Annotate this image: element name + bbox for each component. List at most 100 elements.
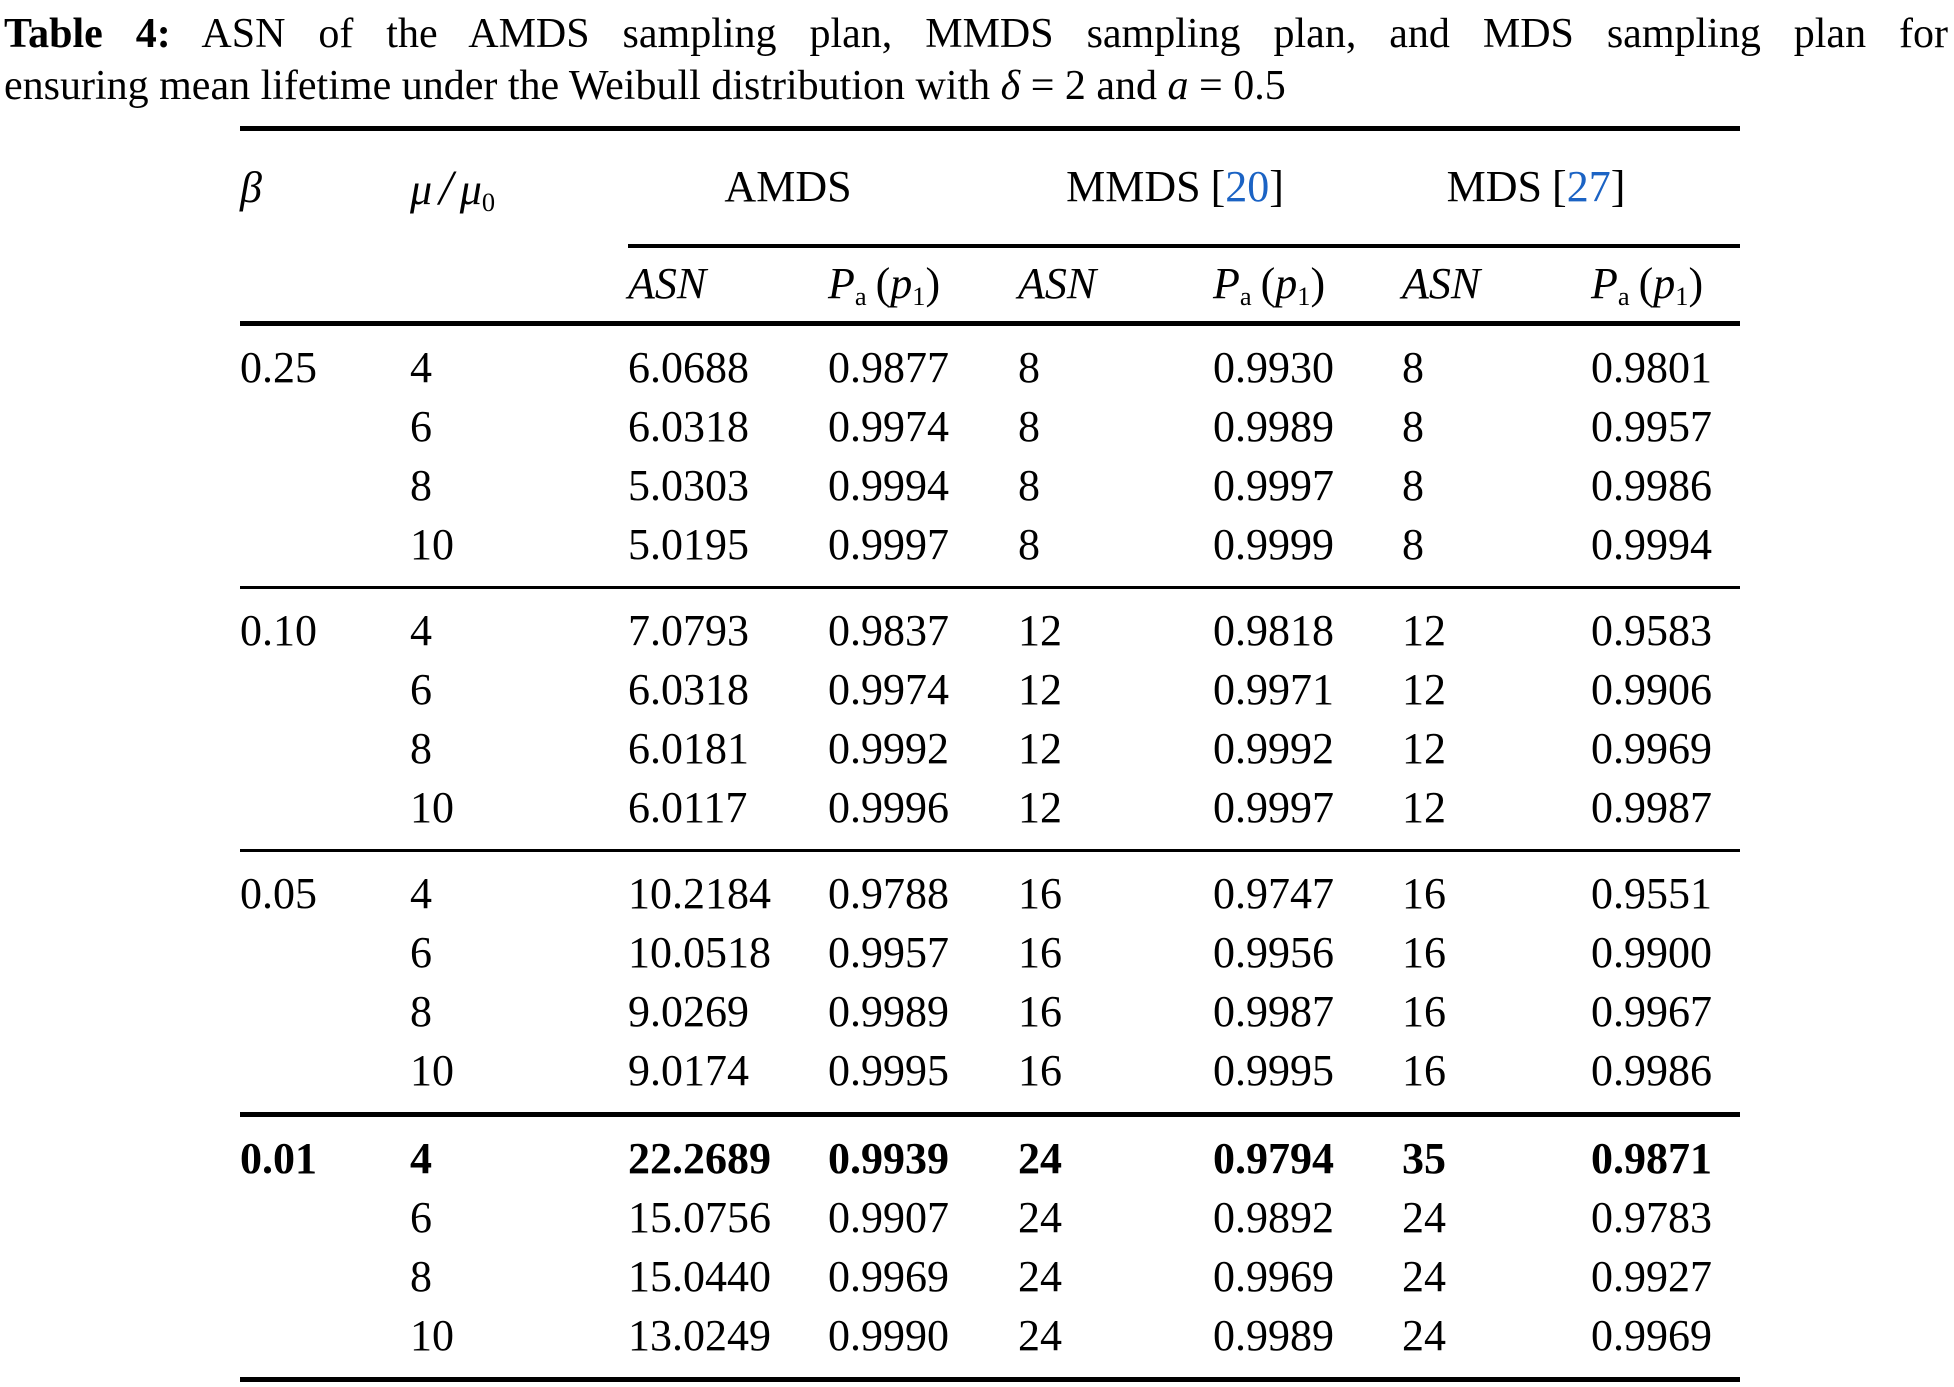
cell-amds-asn: 6.0688 [628, 343, 749, 392]
beta-symbol: β [240, 163, 262, 212]
table-row: 8 9.0269 0.9989 16 0.9987 16 0.9967 [240, 982, 1740, 1041]
caption-line-1: Table 4: ASN of the AMDS sampling plan, … [4, 8, 1948, 60]
cell-mmds-asn: 24 [1018, 1193, 1062, 1242]
cell-mmds-pa: 0.9969 [1213, 1252, 1334, 1301]
table-row: 0.05 4 10.2184 0.9788 16 0.9747 16 0.9551 [240, 849, 1740, 923]
cell-mmds-pa: 0.9747 [1213, 849, 1402, 923]
p1-subscript: 1 [1297, 281, 1311, 312]
cell-mmds-asn: 8 [1018, 343, 1040, 392]
cell-mds-asn: 24 [1402, 1306, 1591, 1382]
cell-mds-asn: 16 [1402, 928, 1446, 977]
cell-mds-asn: 8 [1402, 520, 1424, 569]
bracket-open: [ [1210, 162, 1226, 211]
citation-link-27[interactable]: 27 [1566, 162, 1611, 211]
cell-mu-ratio: 10 [410, 1046, 454, 1095]
cell-amds-asn: 6.0117 [628, 783, 748, 832]
cell-amds-pa: 0.9996 [828, 783, 949, 832]
group-header-mmds: MMDS [20] [1018, 128, 1402, 248]
subheader-pa-mmds: Pa (p1) [1213, 246, 1402, 326]
cell-amds-asn: 15.0756 [628, 1193, 771, 1242]
citation-link-20[interactable]: 20 [1225, 162, 1270, 211]
cell-mds-asn: 16 [1402, 849, 1591, 923]
cell-mmds-pa: 0.9956 [1213, 928, 1334, 977]
cell-mds-asn: 12 [1402, 783, 1446, 832]
cell-beta [240, 778, 410, 851]
cell-beta [240, 1041, 410, 1115]
pa-label: P [828, 259, 855, 308]
cell-beta [240, 515, 410, 588]
paren-open: ( [1638, 259, 1654, 308]
cell-mds-pa: 0.9986 [1591, 1046, 1712, 1095]
bracket-close: ] [1610, 162, 1626, 211]
cell-mmds-asn: 12 [1018, 665, 1062, 714]
cell-beta [240, 1247, 410, 1306]
group-header-mds: MDS [27] [1402, 128, 1740, 248]
table-row: 6 15.0756 0.9907 24 0.9892 24 0.9783 [240, 1188, 1740, 1247]
cell-mds-pa: 0.9969 [1591, 1306, 1740, 1382]
cell-amds-asn: 10.2184 [628, 849, 828, 923]
cell-mds-asn: 16 [1402, 987, 1446, 1036]
cell-mds-pa: 0.9871 [1591, 1112, 1740, 1188]
cell-mds-pa: 0.9957 [1591, 402, 1712, 451]
cell-mmds-pa: 0.9818 [1213, 586, 1402, 660]
cell-mds-pa: 0.9801 [1591, 343, 1712, 392]
table-row: 6 6.0318 0.9974 8 0.9989 8 0.9957 [240, 397, 1740, 456]
cell-amds-asn: 6.0318 [628, 402, 749, 451]
cell-amds-asn: 9.0174 [628, 1046, 749, 1095]
cell-mmds-asn: 8 [1018, 461, 1040, 510]
bracket-close: ] [1269, 162, 1284, 211]
cell-mds-asn: 16 [1402, 1046, 1446, 1095]
paren-close: ) [1310, 259, 1326, 308]
table-subheader-row: ASN Pa (p1) ASN Pa (p1) ASN Pa (p1) [240, 246, 1740, 326]
p1-label: p [1275, 259, 1298, 308]
caption-text-line2-mid: = 2 and [1020, 63, 1168, 109]
p1-subscript: 1 [1675, 281, 1689, 312]
cell-mmds-pa: 0.9999 [1213, 520, 1334, 569]
cell-mu-ratio: 6 [410, 665, 432, 714]
cell-mu-ratio: 8 [410, 987, 432, 1036]
cell-mmds-asn: 24 [1018, 1252, 1062, 1301]
pa-subscript: a [854, 281, 867, 312]
cell-mmds-pa: 0.9989 [1213, 1306, 1402, 1382]
caption-text-line2-end: = 0.5 [1188, 63, 1286, 109]
cell-amds-asn: 5.0303 [628, 461, 749, 510]
cell-amds-pa: 0.9995 [828, 1046, 949, 1095]
cell-mu-ratio: 4 [410, 586, 628, 660]
table-row: 6 10.0518 0.9957 16 0.9956 16 0.9900 [240, 923, 1740, 982]
cell-mu-ratio: 6 [410, 928, 432, 977]
group-header-amds: AMDS [628, 128, 1018, 248]
cell-amds-pa: 0.9997 [828, 520, 949, 569]
cell-mds-asn: 8 [1402, 461, 1424, 510]
table-row: 10 13.0249 0.9990 24 0.9989 24 0.9969 [240, 1306, 1740, 1382]
cell-mmds-asn: 16 [1018, 1046, 1062, 1095]
cell-mmds-asn: 16 [1018, 849, 1213, 923]
a-symbol: a [1167, 63, 1189, 109]
cell-mu-ratio: 6 [410, 402, 432, 451]
slash-symbol: / [439, 160, 453, 215]
cell-amds-asn: 7.0793 [628, 586, 828, 660]
cell-mmds-asn: 8 [1018, 402, 1040, 451]
subheader-pa-mds: Pa (p1) [1591, 246, 1740, 326]
asn-label: ASN [1402, 259, 1481, 308]
cell-mds-asn: 12 [1402, 724, 1446, 773]
cell-mmds-asn: 12 [1018, 724, 1062, 773]
cell-mmds-pa: 0.9995 [1213, 1046, 1334, 1095]
cell-mmds-pa: 0.9987 [1213, 987, 1334, 1036]
cell-mds-pa: 0.9551 [1591, 849, 1740, 923]
cell-amds-pa: 0.9974 [828, 665, 949, 714]
mu0-subscript: 0 [481, 187, 496, 218]
cell-amds-pa: 0.9994 [828, 461, 949, 510]
cell-mmds-asn: 16 [1018, 928, 1062, 977]
asn-label: ASN [628, 259, 707, 308]
pa-label: P [1213, 259, 1240, 308]
cell-beta: 0.01 [240, 1112, 410, 1188]
cell-amds-asn: 5.0195 [628, 520, 749, 569]
table-row: 8 6.0181 0.9992 12 0.9992 12 0.9969 [240, 719, 1740, 778]
cell-beta [240, 719, 410, 778]
cell-mds-pa: 0.9900 [1591, 928, 1712, 977]
cell-amds-pa: 0.9969 [828, 1252, 949, 1301]
cell-mds-pa: 0.9994 [1591, 520, 1712, 569]
cell-mmds-pa: 0.9971 [1213, 665, 1334, 714]
cell-beta [240, 923, 410, 982]
cell-mds-pa: 0.9927 [1591, 1252, 1712, 1301]
